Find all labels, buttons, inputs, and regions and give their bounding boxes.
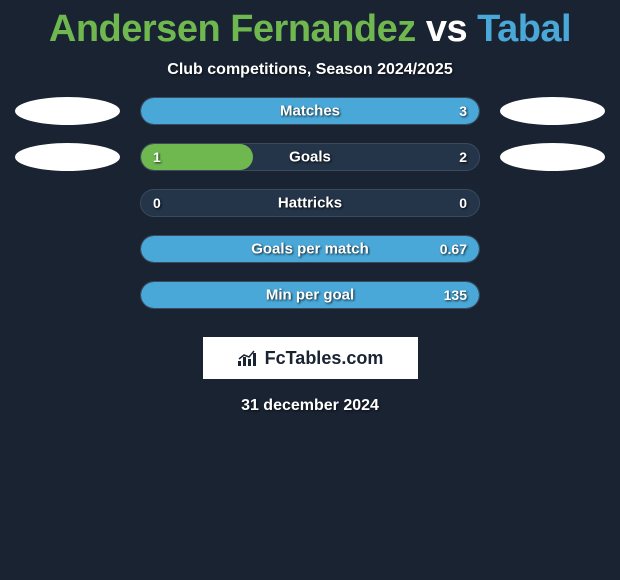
stat-left-value: 0 (153, 195, 161, 211)
page-title: Andersen Fernandez vs Tabal (0, 0, 620, 51)
stats-container: Matches 3 1 Goals 2 0 Hattricks 0 Goals per matc… (0, 97, 620, 309)
stat-row: Goals per match 0.67 (0, 235, 620, 263)
player-a-name: Andersen Fernandez (49, 8, 416, 50)
oval-spacer (15, 281, 120, 309)
vs-text: vs (426, 8, 467, 50)
date: 31 december 2024 (0, 397, 620, 415)
stat-label: Hattricks (278, 195, 342, 212)
stat-label: Goals per match (251, 241, 369, 258)
player-b-name: Tabal (477, 8, 571, 50)
subtitle: Club competitions, Season 2024/2025 (0, 61, 620, 79)
stat-label: Goals (289, 149, 331, 166)
stat-label: Matches (280, 103, 340, 120)
brand-text: FcTables.com (265, 348, 384, 369)
stat-left-value: 1 (153, 149, 161, 165)
brand-box[interactable]: FcTables.com (203, 337, 418, 379)
stat-row: Min per goal 135 (0, 281, 620, 309)
stat-bar: Min per goal 135 (140, 281, 480, 309)
oval-spacer (500, 235, 605, 263)
stat-right-value: 0 (459, 195, 467, 211)
stat-bar: Goals per match 0.67 (140, 235, 480, 263)
player-a-oval (15, 143, 120, 171)
stat-row: 1 Goals 2 (0, 143, 620, 171)
stat-right-value: 0.67 (440, 241, 467, 257)
stat-right-value: 135 (444, 287, 467, 303)
player-b-oval (500, 143, 605, 171)
stat-bar: 0 Hattricks 0 (140, 189, 480, 217)
stat-row: 0 Hattricks 0 (0, 189, 620, 217)
player-a-oval (15, 97, 120, 125)
oval-spacer (500, 281, 605, 309)
brand-chart-icon (237, 349, 259, 367)
stat-bar: 1 Goals 2 (140, 143, 480, 171)
stat-label: Min per goal (266, 287, 354, 304)
stat-right-value: 2 (459, 149, 467, 165)
stat-bar: Matches 3 (140, 97, 480, 125)
stat-right-value: 3 (459, 103, 467, 119)
player-b-oval (500, 97, 605, 125)
oval-spacer (500, 189, 605, 217)
oval-spacer (15, 235, 120, 263)
stat-row: Matches 3 (0, 97, 620, 125)
oval-spacer (15, 189, 120, 217)
